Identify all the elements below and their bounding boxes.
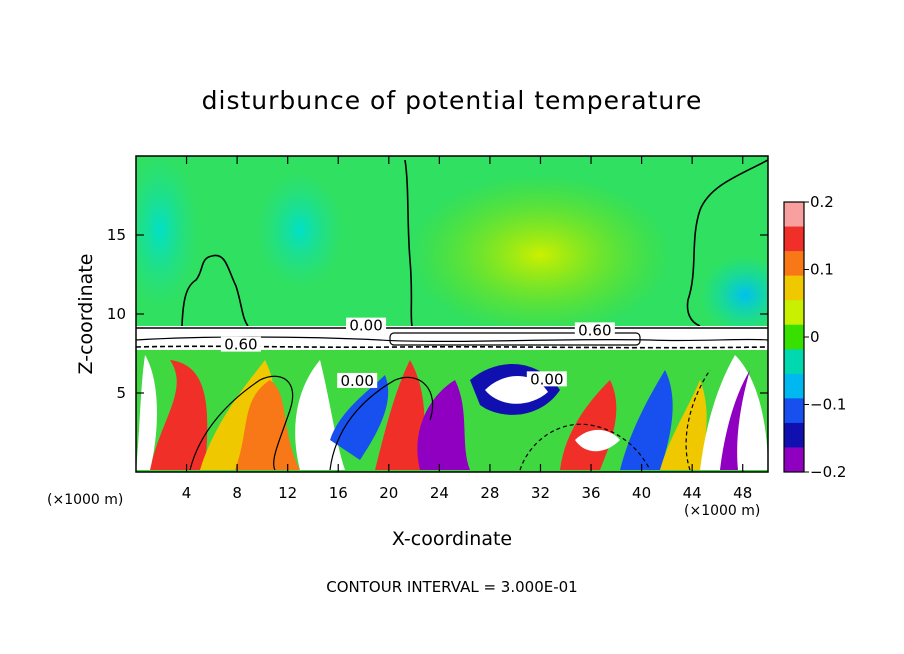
x-tick-label: 4 <box>182 484 192 502</box>
contour-label-bg <box>220 336 261 352</box>
contour-label: 0.00 <box>340 372 373 390</box>
swirl-purple-1 <box>417 380 470 470</box>
contour-label-bg <box>346 317 387 333</box>
contour-inversion-2 <box>136 345 768 349</box>
upper-cool-region-left <box>136 156 200 310</box>
colorbar-segment <box>784 251 804 277</box>
swirl-red-1 <box>150 360 208 470</box>
y-tick-label: 10 <box>107 305 126 323</box>
x-tick-label: 36 <box>581 484 600 502</box>
contour-upper-1 <box>181 254 249 327</box>
x-tick-label: 16 <box>329 484 348 502</box>
chart-title: disturbunce of potential temperature <box>201 86 703 115</box>
swirl-orange-1 <box>235 380 300 470</box>
contour-label-bg <box>337 372 378 388</box>
contour-label: 0.00 <box>530 370 563 388</box>
y-axis-label: Z-coordinate <box>75 253 97 375</box>
contour-label: 0.00 <box>349 317 382 335</box>
x-tick-label: 48 <box>733 484 752 502</box>
colorbar-segment <box>784 373 804 399</box>
colorbar-segment <box>784 324 804 350</box>
contour-closed-box <box>389 332 641 346</box>
colorbar-segment <box>784 300 804 326</box>
x-tick-label: 44 <box>683 484 702 502</box>
swirl-blue-3 <box>620 370 673 470</box>
contour-mixed-1 <box>189 375 294 471</box>
colorbar-segment <box>784 447 804 473</box>
swirl-white-1 <box>295 360 345 470</box>
x-tick-label: 12 <box>278 484 297 502</box>
contour-mixed-2 <box>329 376 434 471</box>
x-unit-right: (×1000 m) <box>684 503 761 519</box>
contour-label-bg <box>574 322 615 338</box>
colorbar-segment <box>784 202 804 228</box>
x-tick-label: 20 <box>379 484 398 502</box>
x-tick-label: 40 <box>632 484 651 502</box>
upper-cool-region-right <box>700 255 768 335</box>
upper-cool-region-mid <box>255 170 345 290</box>
x-tick-label: 8 <box>232 484 242 502</box>
heatmap-field <box>136 156 768 472</box>
x-tick-label: 24 <box>430 484 449 502</box>
swirl-white-3 <box>575 429 620 452</box>
contour-upper-2 <box>404 159 413 327</box>
colorbar-segment <box>784 349 804 375</box>
colorbar-tick-label: −0.2 <box>810 463 846 481</box>
contour-interval-note: CONTOUR INTERVAL = 3.000E-01 <box>326 578 578 596</box>
contour-labels: 0.00 0.60 0.60 0.00 0.00 <box>220 317 615 390</box>
colorbar-tick-label: −0.1 <box>810 396 846 414</box>
colorbar: 0.2 0.1 0 −0.1 −0.2 <box>783 193 846 481</box>
y-tick-label: 5 <box>116 384 126 402</box>
contour-label: 0.60 <box>578 321 611 339</box>
upper-warm-region <box>410 175 670 335</box>
colorbar-segment <box>784 226 804 252</box>
colorbar-tick-label: 0 <box>810 328 820 346</box>
swirl-blue-1 <box>330 375 389 460</box>
x-axis-label: X-coordinate <box>391 528 513 550</box>
y-tick-label: 15 <box>107 226 126 244</box>
x-unit-left: (×1000 m) <box>47 492 124 508</box>
x-tick-label: 28 <box>480 484 499 502</box>
colorbar-segment <box>784 398 804 424</box>
contour-label-bg <box>526 371 567 387</box>
colorbar-tick-label: 0.1 <box>810 261 834 279</box>
contour-upper-3 <box>686 159 768 327</box>
swirl-yellow-2 <box>660 380 707 470</box>
colorbar-segment <box>784 275 804 301</box>
colorbar-segment <box>784 422 804 448</box>
contour-label: 0.60 <box>224 336 257 354</box>
swirl-purple-2 <box>720 370 750 470</box>
colorbar-tick-label: 0.2 <box>810 193 834 211</box>
x-tick-label: 32 <box>531 484 550 502</box>
swirl-white-5 <box>136 355 157 470</box>
swirl-red-2 <box>375 360 425 470</box>
contour-mixed-4 <box>685 369 711 471</box>
